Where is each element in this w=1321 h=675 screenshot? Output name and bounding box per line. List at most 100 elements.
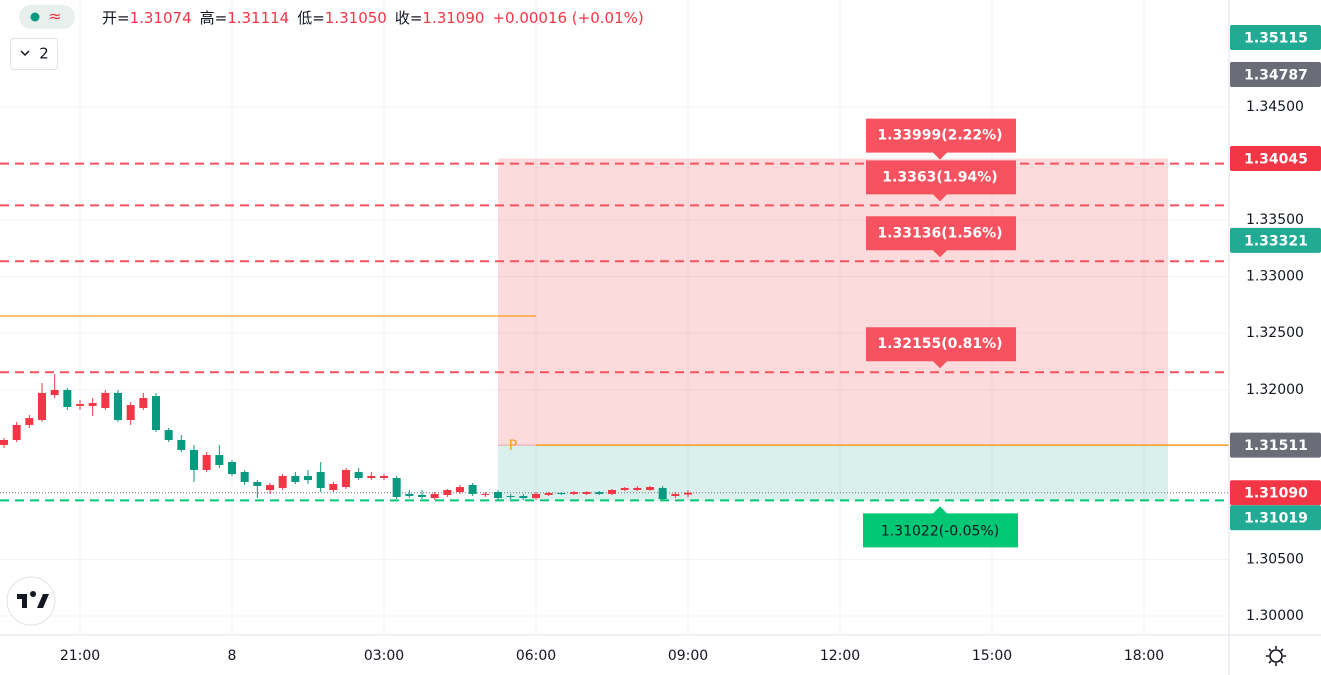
gear-teeth: [1266, 646, 1286, 666]
candle-body: [12, 424, 21, 440]
candle-body: [443, 489, 452, 495]
candle-body: [468, 485, 477, 494]
candle-body: [671, 493, 680, 496]
label-box: [866, 327, 1016, 369]
price-badge-label: 1.34787: [1244, 68, 1308, 84]
candle-body: [25, 418, 34, 425]
ohlc-value: 1.31050: [324, 9, 387, 27]
candle-body: [418, 494, 426, 498]
candle-body: [354, 472, 363, 479]
candle-body: [76, 404, 84, 406]
candle-body: [152, 395, 160, 431]
collapse-icon: 2: [20, 45, 49, 63]
collapse-button[interactable]: 2: [10, 38, 58, 70]
candle-body: [38, 392, 46, 420]
target-label: 1.33999(2.22%): [877, 128, 1002, 144]
price-badge: [1230, 480, 1321, 506]
stop-label: 1.31022(-0.05%): [881, 523, 999, 539]
candle-body: [63, 390, 72, 407]
target-label: 1.33136(1.56%): [877, 225, 1002, 241]
candle-body: [481, 493, 490, 495]
candle-body: [304, 475, 312, 481]
candle-body: [101, 392, 110, 408]
candle-body: [405, 493, 414, 496]
price-badge-label: 1.35115: [1244, 30, 1308, 46]
price-badge: [1230, 62, 1321, 88]
pane-count: 2: [39, 45, 49, 63]
candle-body: [50, 390, 59, 395]
x-tick-label: 21:00: [60, 648, 100, 664]
candle-body: [329, 483, 338, 490]
logo-mark: [17, 591, 49, 608]
candle-body: [266, 485, 274, 490]
settings-gear[interactable]: [1266, 646, 1286, 666]
ohlc-label: 低=: [297, 9, 325, 27]
candle-body: [0, 439, 8, 445]
candle-body: [291, 475, 300, 482]
ohlc-label: 收=: [394, 9, 423, 27]
candle-body: [126, 405, 135, 420]
candle-body: [164, 430, 173, 440]
price-badge-label: 1.31019: [1244, 511, 1308, 527]
candle-body: [240, 472, 249, 482]
price-badge-label: 1.31511: [1244, 438, 1308, 454]
candle-body: [278, 475, 287, 488]
candle-body: [367, 475, 376, 479]
y-tick-label: 1.33000: [1246, 269, 1304, 285]
label-box: [866, 118, 1016, 160]
price-badge: [1230, 432, 1321, 458]
y-tick-label: 1.30000: [1246, 608, 1304, 624]
x-tick-label: 18:00: [1124, 648, 1164, 664]
candle-body: [658, 487, 667, 500]
candle-body: [190, 449, 198, 470]
candle-body: [202, 455, 211, 470]
candle-body: [380, 475, 388, 479]
entry-marker: P: [509, 438, 517, 454]
x-tick-label: 06:00: [516, 648, 556, 664]
status-pill[interactable]: ≈: [19, 5, 75, 29]
change-value: +0.00016 (+0.01%): [492, 9, 644, 27]
price-badge-label: 1.31090: [1244, 486, 1308, 502]
status-icons: ≈: [30, 7, 62, 26]
y-tick-label: 1.34500: [1246, 99, 1304, 115]
price-badge: [1230, 227, 1321, 253]
candle-body: [684, 492, 692, 495]
ohlc-label: 高=: [199, 9, 228, 27]
candle-body: [608, 489, 616, 494]
target-label: 1.32155(0.81%): [877, 336, 1002, 352]
label-box: [863, 506, 1018, 548]
candle-body: [88, 403, 97, 406]
svg-text:≈: ≈: [48, 7, 61, 26]
candle-body: [557, 493, 566, 495]
price-badge-label: 1.33321: [1244, 233, 1308, 249]
candle-body: [456, 487, 464, 493]
candle-body: [342, 469, 350, 488]
price-badge: [1230, 145, 1321, 171]
y-tick-label: 1.30500: [1246, 551, 1304, 567]
candle-body: [620, 487, 629, 490]
x-tick-label: 12:00: [820, 648, 860, 664]
ohlc-value: 1.31090: [422, 9, 485, 27]
candle-body: [646, 487, 654, 490]
x-tick-label: 03:00: [364, 648, 404, 664]
ohlc-label: 开=: [102, 9, 130, 27]
profit-zone: [498, 158, 1168, 446]
candle-body: [494, 492, 502, 499]
target-label: 1.3363(1.94%): [882, 169, 997, 185]
candle-body: [519, 495, 528, 499]
ohlc-value: 1.31114: [227, 9, 290, 27]
candle-body: [582, 492, 591, 494]
candle-body: [253, 481, 262, 487]
x-tick-label: 15:00: [972, 648, 1012, 664]
ohlc-header: 开=1.31074 高=1.31114 低=1.31050 收=1.31090 +0.0…: [102, 7, 652, 28]
x-tick-label: 8: [228, 648, 237, 664]
price-axis: [1229, 0, 1321, 675]
label-box: [866, 160, 1016, 202]
price-badge: [1230, 505, 1321, 531]
candle-body: [506, 495, 515, 498]
candle-body: [430, 493, 439, 499]
candle-body: [228, 462, 236, 475]
candle-body: [215, 455, 224, 465]
